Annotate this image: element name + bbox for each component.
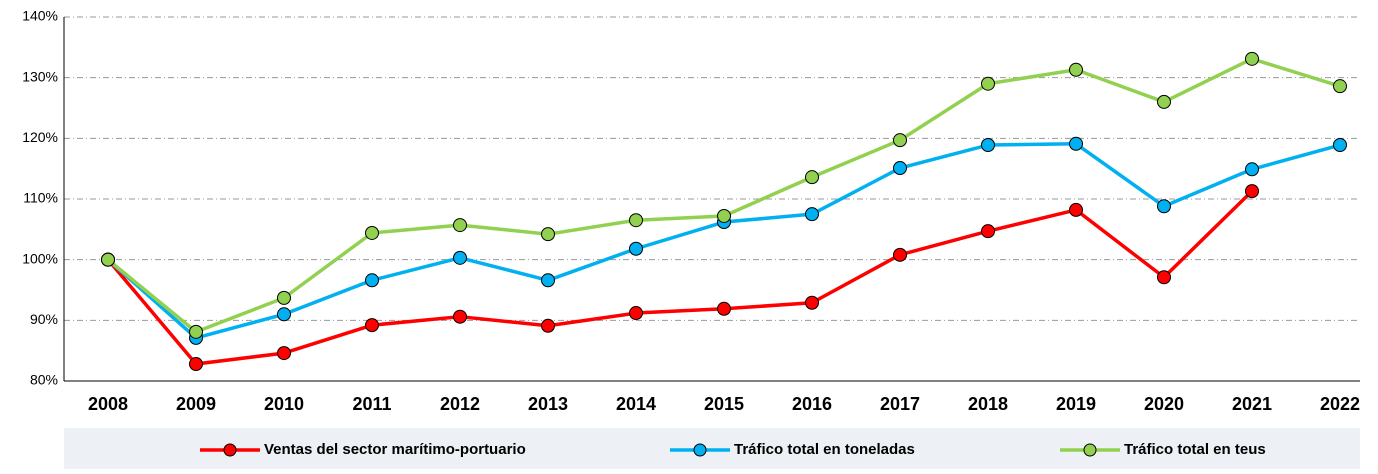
- x-tick-label: 2016: [792, 394, 832, 414]
- data-point: [1157, 94, 1171, 109]
- data-point: [805, 207, 819, 222]
- x-tick-label: 2021: [1232, 394, 1272, 414]
- data-point: [1069, 202, 1083, 217]
- data-point: [277, 346, 291, 361]
- data-point: [1069, 136, 1083, 151]
- data-point: [893, 161, 907, 176]
- data-point: [101, 252, 115, 267]
- data-point: [629, 241, 643, 256]
- x-tick-label: 2011: [352, 394, 391, 414]
- x-tick-label: 2012: [440, 394, 480, 414]
- legend-marker: [1083, 443, 1097, 457]
- y-tick-label: 110%: [23, 190, 58, 206]
- legend-marker: [223, 443, 237, 457]
- y-tick-label: 140%: [22, 8, 58, 24]
- x-tick-label: 2009: [176, 394, 216, 414]
- x-tick-label: 2017: [880, 394, 920, 414]
- data-point: [981, 76, 995, 91]
- y-tick-label: 80%: [30, 372, 58, 388]
- data-point: [365, 318, 379, 333]
- data-point: [805, 170, 819, 185]
- data-point: [541, 318, 555, 333]
- data-point: [453, 309, 467, 324]
- data-point: [541, 227, 555, 242]
- x-tick-label: 2019: [1056, 394, 1096, 414]
- series-line: [106, 57, 1341, 334]
- data-point: [277, 290, 291, 305]
- y-tick-label: 90%: [30, 311, 58, 327]
- x-tick-label: 2022: [1320, 394, 1360, 414]
- data-point: [981, 224, 995, 239]
- data-point: [981, 138, 995, 153]
- x-tick-label: 2010: [264, 394, 304, 414]
- data-point: [893, 247, 907, 262]
- data-point: [893, 133, 907, 148]
- y-tick-label: 100%: [22, 250, 58, 266]
- data-point: [629, 213, 643, 228]
- data-point: [1245, 184, 1259, 199]
- data-point: [1157, 270, 1171, 285]
- x-tick-label: 2013: [528, 394, 568, 414]
- y-tick-label: 120%: [22, 129, 58, 145]
- legend-marker: [693, 443, 707, 457]
- data-point: [629, 306, 643, 321]
- data-point: [365, 273, 379, 288]
- data-point: [1245, 162, 1259, 177]
- data-point: [453, 218, 467, 233]
- x-tick-label: 2020: [1144, 394, 1184, 414]
- data-point: [189, 324, 203, 339]
- data-point: [189, 357, 203, 372]
- x-tick-label: 2018: [968, 394, 1008, 414]
- data-point: [1157, 199, 1171, 214]
- data-point: [1333, 79, 1347, 94]
- series-line: [106, 189, 1254, 366]
- x-tick-label: 2014: [616, 394, 656, 414]
- data-point: [717, 301, 731, 316]
- legend-label: Ventas del sector marítimo-portuario: [264, 441, 526, 458]
- data-point: [1245, 51, 1259, 66]
- y-tick-label: 130%: [22, 68, 58, 84]
- x-tick-label: 2015: [704, 394, 744, 414]
- data-point: [717, 208, 731, 223]
- data-point: [453, 250, 467, 265]
- legend-label: Tráfico total en teus: [1124, 441, 1266, 458]
- legend-label: Tráfico total en toneladas: [734, 441, 915, 458]
- data-point: [541, 273, 555, 288]
- x-tick-label: 2008: [88, 394, 128, 414]
- data-point: [365, 225, 379, 240]
- data-point: [1333, 138, 1347, 153]
- data-point: [1069, 62, 1083, 77]
- data-point: [277, 307, 291, 322]
- data-point: [805, 295, 819, 310]
